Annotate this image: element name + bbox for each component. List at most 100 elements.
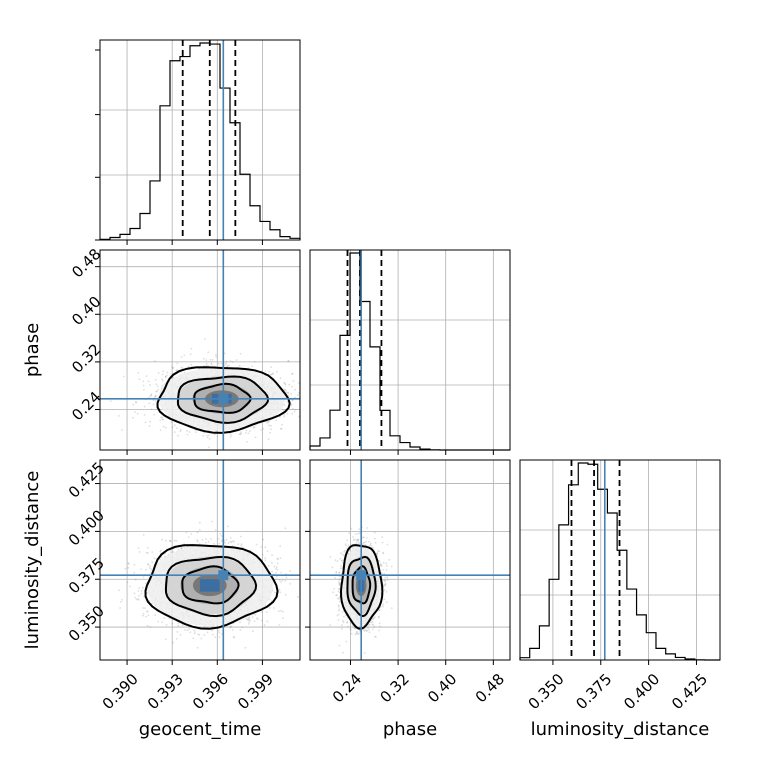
sample-point	[181, 367, 184, 370]
sample-point	[253, 426, 256, 429]
sample-point	[177, 434, 179, 437]
sample-point	[138, 551, 141, 553]
sample-point	[146, 547, 149, 549]
sample-point	[238, 433, 241, 436]
sample-point	[304, 392, 306, 394]
sample-point	[215, 355, 218, 358]
sample-point	[303, 383, 305, 385]
sample-point	[150, 394, 153, 397]
sample-point	[196, 540, 199, 543]
sample-point	[278, 579, 281, 581]
sample-point	[186, 433, 189, 436]
sample-point	[165, 638, 167, 641]
sample-point	[225, 362, 228, 365]
sample-point	[291, 399, 294, 402]
sample-point	[159, 558, 161, 561]
sample-point	[284, 389, 287, 391]
sample-point	[301, 387, 303, 389]
sample-point	[239, 432, 242, 435]
sample-point	[134, 578, 137, 581]
sample-point	[278, 624, 281, 626]
sample-point	[269, 374, 272, 376]
sample-point	[190, 533, 193, 535]
sample-point	[290, 392, 292, 395]
sample-point	[280, 428, 283, 430]
sample-point	[121, 429, 123, 431]
sample-point	[267, 565, 270, 567]
sample-point	[247, 618, 250, 620]
sample-point	[127, 562, 130, 564]
sample-point	[244, 646, 247, 649]
sample-point	[276, 569, 279, 571]
sample-point	[270, 366, 272, 368]
sample-point	[211, 363, 213, 366]
sample-point	[132, 416, 134, 419]
sample-point	[274, 591, 276, 594]
sample-point	[202, 357, 205, 360]
sample-point	[287, 360, 290, 362]
sample-point	[165, 624, 168, 626]
sample-point	[292, 407, 294, 410]
sample-point	[213, 433, 216, 436]
sample-point	[275, 566, 278, 569]
sample-point	[161, 384, 164, 387]
sample-point	[290, 403, 293, 406]
sample-point	[204, 541, 207, 544]
sample-point	[202, 434, 205, 437]
sample-point	[164, 426, 167, 429]
sample-point	[148, 567, 151, 569]
sample-point	[275, 572, 277, 574]
sample-point	[294, 408, 297, 411]
sample-point	[166, 371, 169, 374]
sample-point	[262, 427, 265, 430]
sample-point	[287, 395, 290, 397]
sample-point	[175, 427, 178, 429]
sample-point	[263, 624, 266, 627]
sample-point	[164, 376, 167, 378]
sample-point	[195, 431, 198, 433]
sample-point	[279, 557, 282, 559]
sample-point	[154, 360, 156, 363]
sample-point	[283, 388, 286, 391]
sample-point	[211, 633, 214, 636]
sample-point	[161, 378, 164, 381]
sample-point	[136, 598, 139, 600]
sample-point	[142, 607, 145, 609]
sample-point	[282, 610, 284, 613]
x-tick-label: 0.400	[620, 670, 663, 713]
sample-point	[189, 353, 192, 356]
sample-point	[135, 401, 138, 404]
sample-point	[165, 374, 168, 377]
y-tick-label: 0.32	[68, 340, 104, 376]
sample-point	[162, 425, 165, 428]
sample-point	[266, 422, 268, 424]
sample-point	[220, 540, 223, 542]
sample-point	[134, 401, 137, 404]
sample-point	[291, 412, 294, 415]
sample-point	[253, 360, 256, 363]
sample-point	[219, 533, 222, 535]
sample-point	[169, 549, 172, 552]
sample-point	[205, 538, 208, 540]
sample-point	[239, 352, 242, 355]
sample-point	[129, 585, 131, 588]
sample-point	[268, 421, 270, 423]
sample-point	[171, 367, 174, 370]
sample-point	[149, 395, 152, 398]
sample-point	[146, 610, 148, 613]
sample-point	[137, 372, 140, 374]
sample-point	[256, 617, 258, 620]
sample-point	[148, 599, 151, 602]
sample-point	[183, 354, 186, 357]
sample-point	[287, 391, 289, 394]
sample-point	[240, 535, 242, 538]
sample-point	[168, 617, 171, 620]
sample-point	[249, 619, 252, 622]
sample-point	[241, 626, 243, 629]
sample-point	[254, 436, 257, 439]
sample-point	[172, 366, 175, 369]
sample-point	[153, 413, 156, 416]
sample-point	[144, 607, 146, 609]
sample-point	[205, 364, 208, 367]
panel-frame	[99, 39, 301, 241]
